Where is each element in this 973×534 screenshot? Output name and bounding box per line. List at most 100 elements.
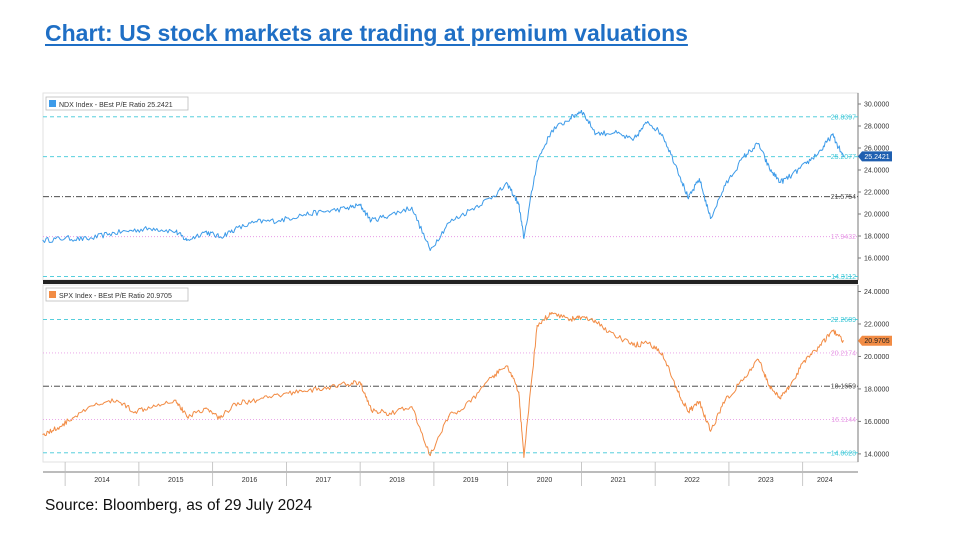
- data-point: [709, 430, 712, 432]
- data-point: [429, 454, 431, 457]
- reference-label: 25.2077: [831, 154, 856, 161]
- ndx-legend-swatch: [49, 100, 56, 107]
- data-point: [234, 228, 236, 230]
- spx-legend-swatch: [49, 291, 56, 298]
- data-point: [153, 227, 155, 229]
- reference-label: 20.2174: [831, 350, 856, 357]
- last-value-label: 25.2421: [864, 154, 889, 161]
- data-point: [130, 229, 133, 232]
- data-point: [411, 406, 413, 408]
- x-tick-label: 2015: [168, 477, 184, 484]
- data-point: [492, 375, 494, 377]
- x-axis-band: [43, 472, 858, 486]
- data-point: [724, 184, 726, 186]
- y-tick-label: 22.0000: [864, 321, 889, 328]
- data-point: [831, 134, 833, 136]
- data-point: [322, 211, 324, 213]
- data-point: [805, 357, 808, 359]
- spx-panel-frame: [42, 284, 859, 463]
- x-tick-label: 2017: [315, 477, 331, 484]
- reference-label: 16.1144: [831, 417, 856, 424]
- data-point: [820, 344, 822, 346]
- data-point: [344, 207, 346, 210]
- data-point: [186, 415, 188, 418]
- data-point: [661, 134, 664, 136]
- data-point: [551, 312, 553, 314]
- reference-label: 28.8397: [831, 114, 856, 121]
- y-tick-label: 20.0000: [864, 354, 889, 361]
- data-point: [518, 203, 520, 205]
- data-point: [153, 404, 155, 406]
- data-point: [219, 236, 221, 238]
- data-point: [569, 318, 572, 320]
- y-tick-label: 16.0000: [864, 419, 889, 426]
- data-point: [86, 238, 88, 240]
- data-point: [344, 383, 346, 385]
- data-point: [698, 401, 701, 403]
- data-point: [278, 394, 280, 396]
- data-point: [389, 214, 391, 216]
- ndx-panel-frame: [42, 92, 859, 281]
- data-point: [234, 402, 236, 405]
- reference-label: 14.3112: [831, 274, 856, 281]
- ndx-legend-label: NDX Index - BEst P/E Ratio 25.2421: [59, 102, 173, 109]
- y-tick-label: 24.0000: [864, 289, 889, 296]
- data-point: [661, 352, 664, 354]
- data-point: [757, 143, 760, 145]
- data-point: [94, 404, 96, 406]
- data-point: [518, 391, 520, 393]
- spx-legend-label: SPX Index - BEst P/E Ratio 20.9705: [59, 293, 172, 300]
- data-point: [676, 390, 678, 392]
- data-point: [175, 231, 177, 233]
- last-value-label: 20.9705: [864, 338, 889, 345]
- data-point: [757, 359, 760, 361]
- data-point: [580, 110, 583, 112]
- data-point: [256, 221, 258, 223]
- x-tick-label: 2016: [242, 477, 258, 484]
- data-point: [470, 209, 472, 211]
- data-point: [370, 220, 372, 222]
- data-point: [614, 132, 616, 134]
- data-point: [411, 206, 413, 208]
- data-point: [507, 183, 509, 185]
- data-point: [820, 149, 822, 151]
- data-point: [116, 399, 118, 401]
- data-point: [300, 214, 302, 216]
- data-point: [687, 411, 690, 413]
- data-point: [470, 401, 472, 403]
- y-tick-label: 18.0000: [864, 234, 889, 241]
- data-point: [359, 204, 361, 206]
- data-point: [448, 415, 450, 418]
- data-point: [204, 231, 206, 233]
- x-tick-label: 2023: [758, 477, 774, 484]
- data-point: [523, 237, 525, 239]
- data-point: [536, 160, 538, 162]
- y-tick-label: 28.0000: [864, 124, 889, 131]
- ndx-legend: NDX Index - BEst P/E Ratio 25.2421: [45, 96, 189, 111]
- data-point: [780, 398, 782, 400]
- last-value-tag: [858, 335, 892, 346]
- data-point: [42, 239, 44, 241]
- data-point: [595, 133, 597, 135]
- data-point: [831, 329, 833, 332]
- data-point: [64, 237, 66, 239]
- data-point: [647, 121, 649, 123]
- data-point: [536, 325, 538, 327]
- x-tick-label: 2021: [611, 477, 627, 484]
- data-point: [676, 168, 678, 170]
- data-point: [370, 409, 372, 411]
- reference-label: 22.2689: [831, 317, 856, 324]
- x-tick-label: 2018: [389, 477, 405, 484]
- data-point: [632, 344, 634, 346]
- data-point: [256, 399, 258, 401]
- spx-legend: SPX Index - BEst P/E Ratio 20.9705: [45, 287, 189, 302]
- data-point: [71, 417, 74, 419]
- data-point: [569, 117, 572, 119]
- y-tick-label: 20.0000: [864, 212, 889, 219]
- data-point: [580, 316, 583, 319]
- data-point: [523, 456, 525, 458]
- data-point: [842, 155, 844, 157]
- y-tick-label: 18.0000: [864, 386, 889, 393]
- data-point: [551, 129, 553, 131]
